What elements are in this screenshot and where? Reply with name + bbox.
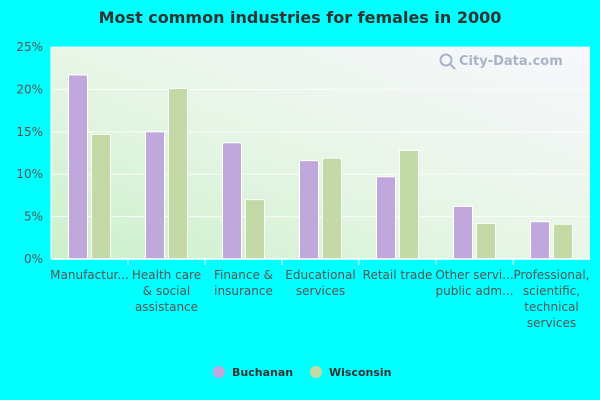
y-tick-label: 25% xyxy=(16,40,43,54)
bar-buchanan[interactable] xyxy=(376,176,396,260)
category-label: Professional, scientific, technical service… xyxy=(514,268,590,330)
bar-wisconsin[interactable] xyxy=(476,222,496,260)
category-label: Other servi... public adm... xyxy=(435,268,513,298)
bar-buchanan[interactable] xyxy=(68,74,88,260)
grid xyxy=(51,46,590,218)
bar-wisconsin[interactable] xyxy=(91,133,111,260)
category-label: Health care & social assistance xyxy=(132,268,201,314)
y-tick-label: 5% xyxy=(24,210,43,224)
bar-buchanan[interactable] xyxy=(453,205,473,260)
category-label: Manufactur... xyxy=(50,268,129,282)
category-label: Finance & insurance xyxy=(214,268,273,298)
category-label: Educational services xyxy=(285,268,355,298)
legend-swatch xyxy=(213,366,225,378)
bar-buchanan[interactable] xyxy=(145,131,165,260)
plot-area xyxy=(51,47,590,259)
category-label: Retail trade xyxy=(363,268,433,282)
bar-buchanan[interactable] xyxy=(530,221,550,260)
bar-wisconsin[interactable] xyxy=(168,88,188,260)
bar-buchanan[interactable] xyxy=(222,142,242,260)
bar-buchanan[interactable] xyxy=(299,160,319,260)
legend-item-buchanan[interactable]: Buchanan xyxy=(213,366,293,379)
legend-label: Wisconsin xyxy=(329,366,392,379)
bars xyxy=(68,74,573,260)
y-tick-label: 15% xyxy=(16,125,43,139)
watermark: City-Data.com xyxy=(439,53,563,70)
y-tick-label: 20% xyxy=(16,82,43,96)
bar-wisconsin[interactable] xyxy=(322,157,342,260)
y-tick-label: 10% xyxy=(16,167,43,181)
chart-title: Most common industries for females in 20… xyxy=(98,8,502,27)
y-tick-label: 0% xyxy=(24,252,43,266)
legend-item-wisconsin[interactable]: Wisconsin xyxy=(310,366,392,379)
bar-wisconsin[interactable] xyxy=(399,149,419,260)
legend-label: Buchanan xyxy=(232,366,293,379)
legend: Buchanan Wisconsin xyxy=(213,366,392,379)
search-icon xyxy=(439,53,456,70)
bar-wisconsin[interactable] xyxy=(245,199,265,260)
watermark-text: City-Data.com xyxy=(459,54,563,69)
bar-wisconsin[interactable] xyxy=(553,223,573,260)
legend-swatch xyxy=(310,366,322,378)
axes: 0% 5% 10% 15% 20% 25% Manufactur... Health care… xyxy=(16,40,590,330)
